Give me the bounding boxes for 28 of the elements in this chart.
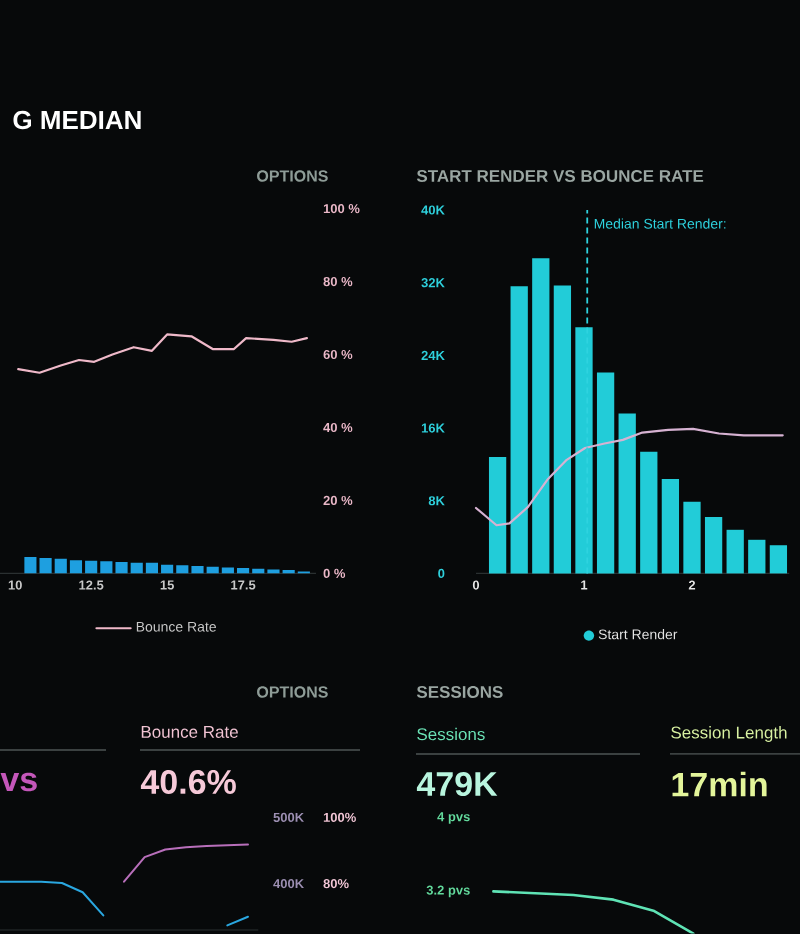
bar (618, 413, 636, 574)
text: vs (0, 772, 37, 792)
text: Session Length (671, 726, 787, 742)
line-series (17, 333, 308, 374)
text: 17min (672, 771, 767, 797)
bar (510, 286, 528, 574)
text: Sessions (417, 727, 485, 741)
bar (748, 539, 766, 574)
text: 40.6% (140, 769, 236, 795)
bar (488, 457, 507, 574)
bar (704, 517, 723, 574)
line-series (122, 843, 249, 883)
bar (683, 501, 701, 574)
bar (661, 478, 680, 574)
bar (532, 258, 550, 574)
bar (726, 529, 744, 574)
bar (553, 285, 572, 574)
chart-title: G MEDIAN (13, 110, 141, 130)
text: 479K (416, 771, 498, 797)
text: OPTIONS (257, 686, 328, 698)
bar (596, 372, 615, 574)
line-series (474, 427, 784, 527)
text: OPTIONS (257, 170, 328, 182)
bar (769, 545, 788, 574)
text: Bounce Rate (141, 726, 238, 738)
bar (640, 451, 658, 574)
chart-title: START RENDER VS BOUNCE RATE (416, 169, 704, 183)
chart-title: SESSIONS (416, 686, 503, 699)
